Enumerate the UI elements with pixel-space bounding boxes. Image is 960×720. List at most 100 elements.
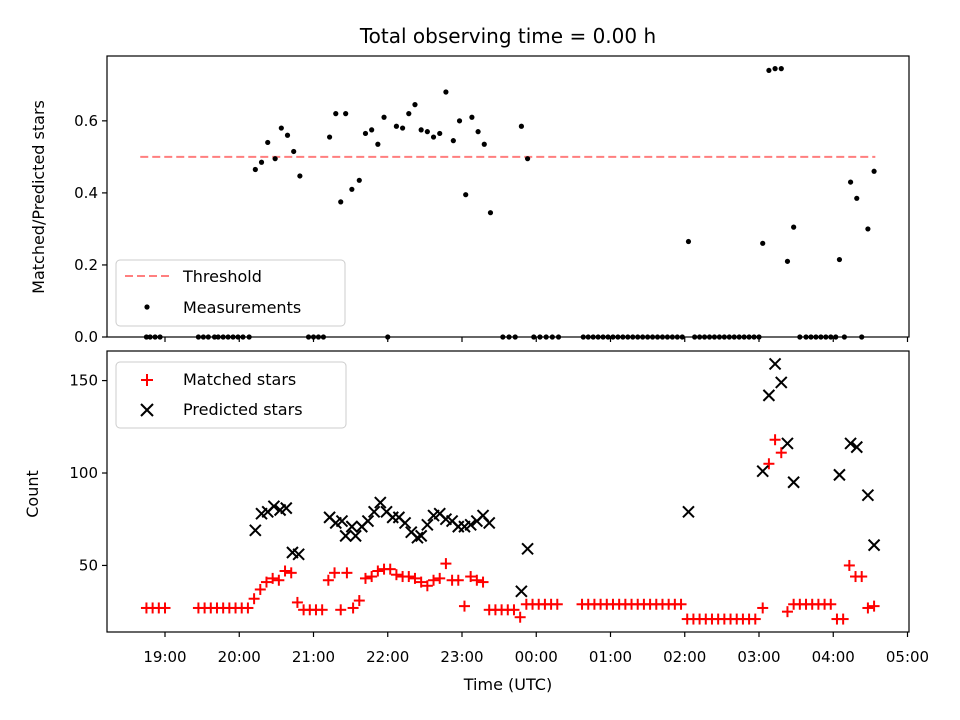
predicted-star-point: [292, 548, 305, 561]
x-tick-label: 01:00: [589, 648, 632, 666]
matched-star-point: [267, 572, 279, 584]
predicted-star-point: [345, 520, 359, 533]
predicted-star-point: [756, 464, 769, 478]
matched-star-point: [477, 576, 489, 588]
matched-star-point: [428, 574, 440, 586]
measurement-point: [456, 118, 463, 124]
predicted-star-point: [367, 505, 381, 519]
predicted-star-point: [280, 501, 293, 515]
predicted-star-point: [249, 524, 262, 537]
matched-star-point: [409, 572, 421, 584]
measurement-point: [349, 186, 355, 192]
measurement-point: [463, 192, 469, 198]
measurement-point: [375, 141, 381, 147]
matched-star-point: [322, 574, 334, 586]
x-tick-label: 20:00: [218, 648, 261, 666]
predicted-star-point: [515, 585, 528, 598]
x-tick-label: 05:00: [886, 648, 929, 666]
matched-star-point: [825, 598, 837, 610]
matched-star-point: [291, 596, 303, 608]
bottom-legend: Matched stars Predicted stars: [115, 361, 347, 429]
matched-star-point: [254, 583, 266, 595]
x-tick-label: 03:00: [737, 648, 780, 666]
predicted-star-point: [411, 531, 424, 544]
matched-star-point: [366, 571, 378, 583]
measurement-point: [272, 156, 278, 162]
measurement-point: [450, 138, 456, 144]
matched-star-point: [248, 593, 260, 605]
matched-star-point: [390, 569, 402, 581]
matched-star-point: [273, 574, 285, 586]
predicted-star-point: [464, 518, 477, 531]
measurement-point: [369, 127, 375, 133]
predicted-star-point: [844, 437, 857, 450]
measurement-point: [406, 111, 412, 117]
matched-star-point: [514, 611, 526, 623]
bottom-y-axis: 50 100 150: [69, 372, 107, 574]
predicted-star-point: [267, 500, 281, 513]
measurement-point: [854, 195, 860, 201]
matched-star-point: [242, 602, 254, 614]
predicted-star-point: [349, 529, 362, 543]
bottom-y-tick-label: 50: [79, 556, 98, 574]
matched-star-point: [359, 572, 371, 584]
measurement-point: [437, 130, 443, 137]
measurement-point: [258, 159, 265, 165]
matched-star-point: [862, 602, 874, 614]
measurement-point: [284, 132, 291, 138]
measurement-point: [297, 173, 303, 179]
matched-star-point: [458, 600, 470, 612]
measurement-point: [430, 134, 437, 140]
matched-star-point: [675, 598, 687, 610]
matched-star-point: [843, 559, 855, 571]
measurement-point: [265, 139, 271, 146]
top-y-axis: 0.0 0.2 0.4 0.6: [74, 112, 107, 346]
measurement-point: [412, 102, 418, 108]
predicted-star-point: [867, 538, 881, 552]
predicted-star-point: [768, 357, 782, 371]
measurement-point: [836, 256, 843, 263]
measurement-point: [333, 111, 339, 117]
measurement-point: [469, 114, 475, 120]
measurement-point: [443, 89, 449, 95]
predicted-star-point: [781, 437, 794, 450]
measurement-point: [291, 148, 297, 155]
matched-star-point: [403, 571, 415, 583]
matched-star-point: [856, 571, 868, 583]
measurement-point: [772, 66, 778, 72]
top-y-axis-label: Matched/Predicted stars: [29, 100, 48, 294]
predicted-star-point: [335, 514, 349, 528]
matched-star-point: [781, 606, 793, 618]
matched-star-point: [335, 604, 347, 616]
top-legend-box: [115, 259, 346, 327]
predicted-star-point: [850, 440, 863, 454]
matched-star-point: [757, 602, 769, 614]
predicted-star-point: [374, 496, 387, 509]
matched-legend-marker: [141, 374, 153, 386]
measurement-point: [381, 114, 387, 120]
matched-star-point: [285, 567, 297, 579]
measurement-point: [791, 224, 797, 230]
top-panel: 0.0 0.2 0.4 0.6 Matched/Predicted stars Thr…: [29, 55, 910, 346]
measurement-point: [475, 129, 481, 135]
matched-star-point: [316, 604, 328, 616]
top-axes-frame: [106, 55, 910, 338]
measurement-point: [871, 168, 877, 174]
top-x-axis: [164, 337, 909, 342]
measurement-point: [338, 199, 344, 205]
matched-star-point: [353, 595, 365, 607]
matched-star-point: [508, 604, 520, 616]
measurement-point: [481, 141, 487, 147]
x-tick-label: 21:00: [292, 648, 335, 666]
measurement-point: [778, 66, 784, 72]
measurement-point: [685, 238, 692, 245]
matched-star-point: [465, 571, 477, 583]
predicted-star-point: [421, 518, 434, 531]
matched-star-point: [763, 458, 775, 470]
predicted-star-point: [682, 505, 695, 519]
matched-star-point: [260, 576, 272, 588]
predicted-star-point: [762, 389, 776, 402]
matched-star-point: [384, 563, 396, 575]
